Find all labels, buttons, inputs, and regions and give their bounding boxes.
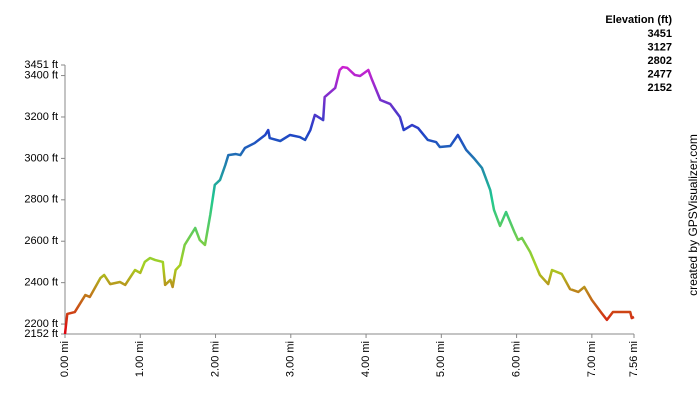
y-tick-label: 3451 ft <box>24 59 58 71</box>
x-tick-label: 0.00 mi <box>59 341 71 377</box>
credit: created by GPSVisualizer.com <box>686 134 700 296</box>
x-tick-label: 2.00 mi <box>209 341 221 377</box>
x-tick-label: 1.00 mi <box>134 341 146 377</box>
legend-value: 3127 <box>648 41 672 53</box>
y-tick-label: 2400 ft <box>24 277 58 289</box>
x-tick-label: 7.56 mi <box>628 341 640 377</box>
legend-value: 2152 <box>648 82 672 94</box>
y-tick-label: 2800 ft <box>24 194 58 206</box>
y-tick-label: 2152 ft <box>24 328 58 340</box>
legend-value: 3451 <box>648 28 672 40</box>
y-tick-label: 3200 ft <box>24 111 58 123</box>
y-tick-label: 3000 ft <box>24 152 58 164</box>
y-tick-label: 2200 ft <box>24 318 58 330</box>
legend-title: Elevation (ft) <box>605 14 672 26</box>
x-tick-label: 5.00 mi <box>435 341 447 377</box>
legend-value: 2477 <box>648 68 672 80</box>
y-tick-label: 2600 ft <box>24 235 58 247</box>
elevation-line <box>63 65 635 335</box>
x-tick-label: 7.00 mi <box>586 341 598 377</box>
x-tick-label: 3.00 mi <box>285 341 297 377</box>
x-tick-label: 4.00 mi <box>360 341 372 377</box>
legend-value: 2802 <box>648 55 672 67</box>
x-tick-label: 6.00 mi <box>510 341 522 377</box>
y-tick-label: 3400 ft <box>24 69 58 81</box>
